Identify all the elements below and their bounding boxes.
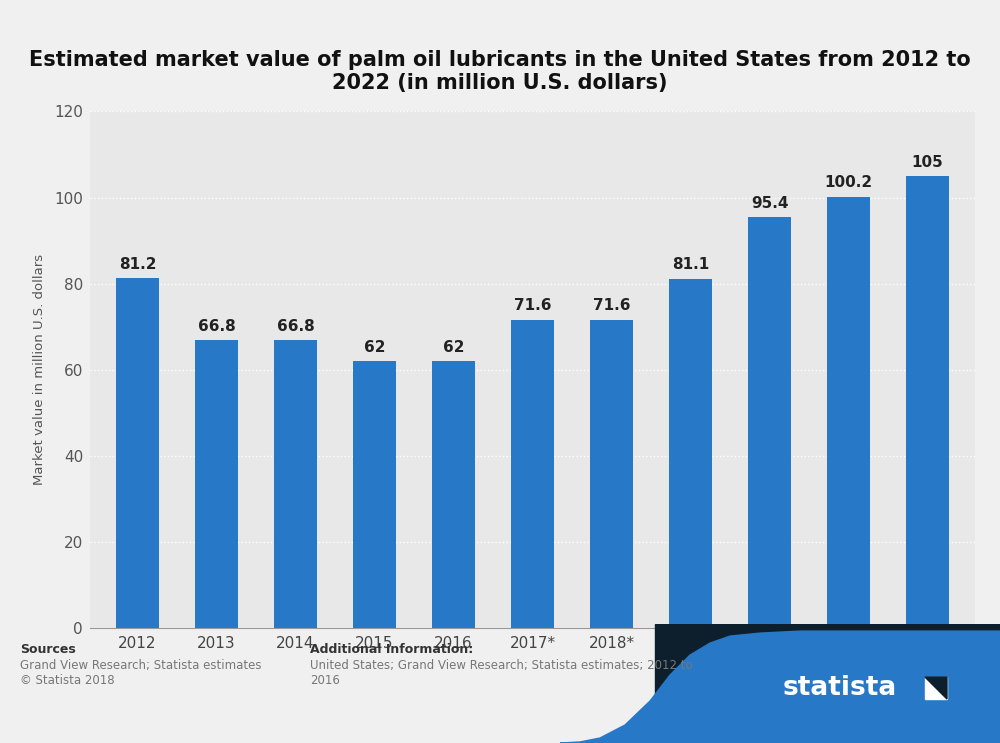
- Bar: [195, 340, 238, 628]
- Bar: [511, 319, 554, 628]
- Text: 81.1: 81.1: [672, 257, 709, 273]
- Bar: [669, 279, 712, 628]
- Bar: [274, 340, 317, 628]
- Bar: [827, 197, 870, 628]
- Text: 95.4: 95.4: [751, 196, 788, 211]
- Text: 62: 62: [443, 340, 464, 354]
- Text: statista: statista: [783, 675, 897, 701]
- Polygon shape: [925, 677, 947, 699]
- Bar: [353, 361, 396, 628]
- Bar: [590, 319, 633, 628]
- Text: United States; Grand View Research; Statista estimates; 2012 to
2016: United States; Grand View Research; Stat…: [310, 659, 693, 687]
- Text: 71.6: 71.6: [514, 298, 551, 314]
- Text: Sources: Sources: [20, 643, 76, 655]
- Text: 81.2: 81.2: [119, 257, 156, 272]
- Text: Grand View Research; Statista estimates
© Statista 2018: Grand View Research; Statista estimates …: [20, 659, 262, 687]
- Polygon shape: [925, 677, 947, 699]
- Polygon shape: [560, 631, 1000, 743]
- Text: Estimated market value of palm oil lubricants in the United States from 2012 to
: Estimated market value of palm oil lubri…: [29, 50, 971, 93]
- Text: Additional Information:: Additional Information:: [310, 643, 473, 655]
- Text: 71.6: 71.6: [593, 298, 630, 314]
- Text: 105: 105: [912, 155, 943, 169]
- Bar: [432, 361, 475, 628]
- Text: 66.8: 66.8: [277, 319, 314, 334]
- Text: 66.8: 66.8: [198, 319, 235, 334]
- Bar: [748, 217, 791, 628]
- Text: 62: 62: [364, 340, 385, 354]
- Text: 100.2: 100.2: [825, 175, 873, 190]
- Bar: [906, 176, 949, 628]
- Polygon shape: [655, 624, 1000, 743]
- Y-axis label: Market value in million U.S. dollars: Market value in million U.S. dollars: [33, 254, 46, 485]
- Bar: [116, 279, 159, 628]
